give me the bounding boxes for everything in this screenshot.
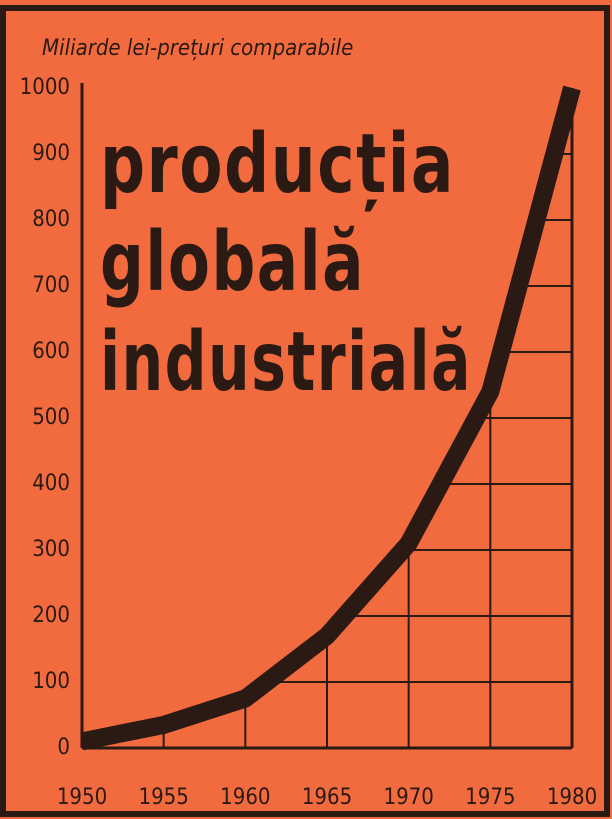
title-line: globală: [100, 215, 365, 310]
frame: [0, 5, 610, 817]
title: producția globală industrială: [100, 117, 472, 410]
line: [80, 85, 581, 751]
y-tick-label: 400: [32, 471, 70, 496]
x-tick-label: 1960: [220, 785, 270, 810]
y-tick-label: 100: [32, 669, 70, 694]
y-tick-label: 300: [32, 537, 70, 562]
y-tick-label: 700: [32, 273, 70, 298]
y-tick-label: 1000: [20, 75, 70, 100]
x-tick-label: 1950: [57, 785, 107, 810]
title-line: industrială: [100, 315, 472, 410]
y-axis-label: Miliarde lei-prețuri comparabile: [42, 36, 353, 61]
x-tick-label: 1955: [138, 785, 188, 810]
title-line: producția: [100, 117, 455, 212]
x-tick-label: 1980: [547, 785, 597, 810]
x-tick-label: 1965: [302, 785, 352, 810]
x-tick-label: 1970: [383, 785, 433, 810]
y-tick-label: 900: [32, 141, 70, 166]
y-tick-label: 200: [32, 603, 70, 628]
x-tick-label: 1975: [465, 785, 515, 810]
y-tick-label: 600: [32, 339, 70, 364]
y-tick-label: 500: [32, 405, 70, 430]
y-tick-label: 800: [32, 207, 70, 232]
y-tick-label: 0: [57, 735, 70, 760]
